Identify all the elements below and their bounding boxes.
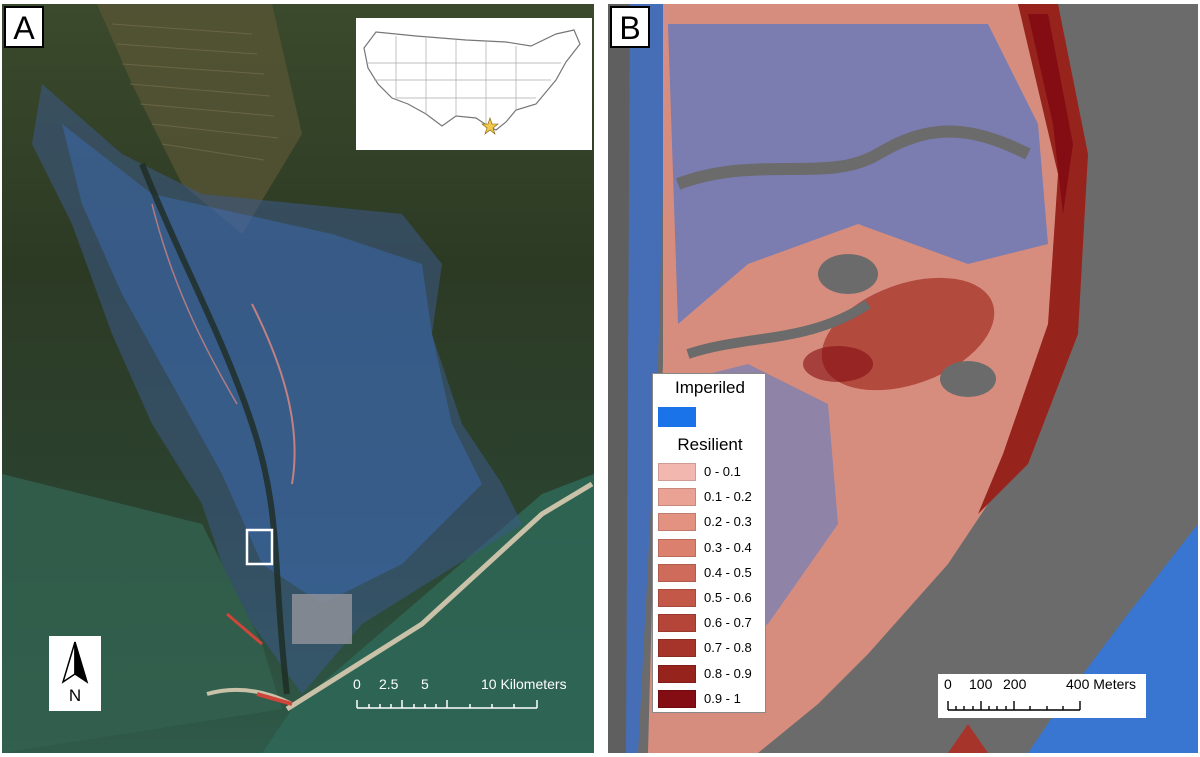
scale-b-bar bbox=[947, 701, 1081, 711]
legend-imperiled-swatch bbox=[658, 407, 696, 427]
legend-row: 0.3 - 0.4 bbox=[658, 538, 766, 560]
legend-swatch bbox=[658, 463, 696, 481]
scale-bar-b: 0 100 200 400 Meters bbox=[938, 674, 1146, 718]
legend-class-label: 0.4 - 0.5 bbox=[704, 564, 752, 580]
legend-class-label: 0.7 - 0.8 bbox=[704, 640, 752, 656]
us-locator-inset bbox=[356, 18, 592, 150]
legend-class-label: 0.5 - 0.6 bbox=[704, 590, 752, 605]
legend-swatch bbox=[658, 589, 696, 607]
marsh-extent bbox=[32, 84, 522, 694]
legend-row: 0.4 - 0.5 bbox=[658, 563, 766, 585]
panel-a-satellite-map: A N 0 2.5 5 10 Kilometers bbox=[2, 4, 594, 753]
legend-class-label: 0.2 - 0.3 bbox=[704, 514, 752, 530]
legend: Imperiled Resilient 0 - 0.1 0.1 - 0.2 0.2 … bbox=[652, 373, 766, 713]
legend-swatch bbox=[658, 639, 696, 658]
panel-label-b: B bbox=[610, 6, 650, 48]
legend-row: 0.6 - 0.7 bbox=[658, 613, 766, 635]
north-label: N bbox=[68, 686, 82, 705]
scale-a-label-10: 10 Kilometers bbox=[481, 676, 567, 692]
legend-swatch bbox=[658, 689, 696, 708]
legend-row: 0.7 - 0.8 bbox=[658, 638, 766, 660]
legend-row: 0.5 - 0.6 bbox=[658, 588, 766, 610]
legend-row: 0.2 - 0.3 bbox=[658, 512, 766, 534]
scale-a-label-5: 5 bbox=[421, 676, 429, 692]
legend-imperiled-title: Imperiled bbox=[675, 378, 745, 397]
panel-label-a: A bbox=[4, 6, 44, 48]
north-arrow-icon bbox=[61, 641, 89, 684]
legend-row: 0.9 - 1 bbox=[658, 689, 766, 711]
scale-b-label-100: 100 bbox=[969, 676, 993, 692]
legend-swatch bbox=[658, 614, 696, 633]
panel-b-resilience-map: B Imperiled Resilient 0 - 0.1 0.1 - 0.2 0.… bbox=[608, 4, 1198, 753]
legend-class-label: 0.3 - 0.4 bbox=[704, 539, 752, 555]
legend-class-label: 0.8 - 0.9 bbox=[704, 665, 752, 681]
scale-a-bar bbox=[356, 700, 538, 709]
legend-swatch bbox=[658, 664, 696, 683]
legend-row: 0.1 - 0.2 bbox=[658, 487, 766, 509]
legend-class-label: 0.1 - 0.2 bbox=[704, 489, 752, 505]
scale-a-label-2-5: 2.5 bbox=[379, 676, 399, 692]
legend-row: 0.8 - 0.9 bbox=[658, 664, 766, 686]
legend-class-label: 0.9 - 1 bbox=[704, 690, 741, 706]
legend-swatch bbox=[658, 538, 696, 557]
legend-swatch bbox=[658, 488, 696, 507]
legend-row: 0 - 0.1 bbox=[658, 462, 766, 484]
scale-a-label-0: 0 bbox=[353, 676, 361, 692]
study-area-box bbox=[245, 528, 274, 566]
scale-bar-a: 0 2.5 5 10 Kilometers bbox=[349, 674, 581, 716]
scale-b-label-400: 400 Meters bbox=[1066, 676, 1137, 692]
legend-swatch bbox=[658, 513, 696, 532]
study-site-star-icon bbox=[481, 117, 499, 135]
legend-class-label: 0 - 0.1 bbox=[704, 464, 741, 479]
legend-swatch bbox=[658, 563, 696, 582]
legend-class-label: 0.6 - 0.7 bbox=[704, 615, 752, 631]
north-arrow: N bbox=[49, 636, 101, 711]
scale-b-label-0: 0 bbox=[944, 676, 952, 692]
scale-b-label-200: 200 bbox=[1003, 676, 1027, 692]
legend-resilient-title: Resilient bbox=[677, 435, 743, 454]
